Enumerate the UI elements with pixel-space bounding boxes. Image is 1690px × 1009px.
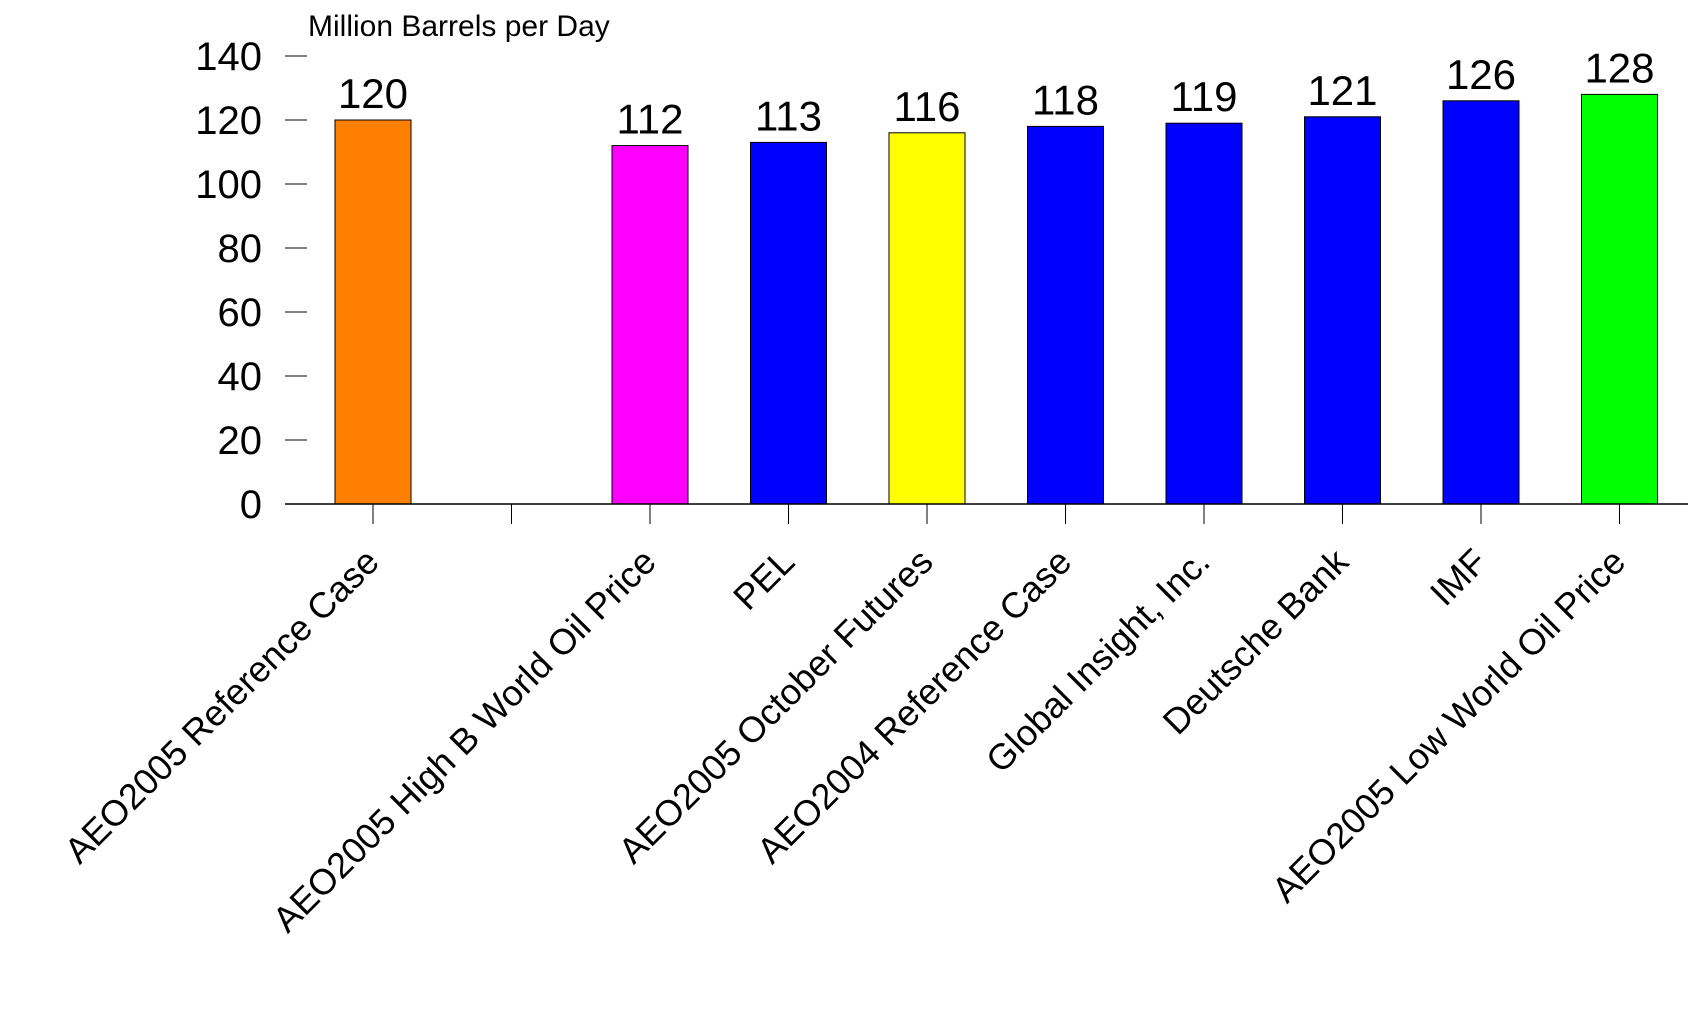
y-tick-label: 60 — [218, 291, 263, 335]
bar — [1027, 125, 1104, 505]
data-label: 121 — [1307, 67, 1377, 114]
bar — [1165, 122, 1243, 505]
bar — [1581, 93, 1658, 505]
data-label: 116 — [894, 83, 961, 130]
y-tick-label: 100 — [195, 163, 262, 207]
y-tick-label: 80 — [218, 227, 263, 271]
data-label: 119 — [1171, 73, 1238, 120]
bar — [750, 141, 827, 505]
bar — [334, 119, 412, 505]
data-label: 120 — [338, 70, 408, 117]
data-label: 113 — [755, 92, 822, 139]
category-label: AEO2005 Reference Case — [56, 541, 386, 871]
bar — [1442, 100, 1520, 505]
y-tick-label: 40 — [218, 355, 263, 399]
data-label: 118 — [1032, 76, 1099, 123]
data-label: 112 — [617, 96, 684, 143]
category-label: IMF — [1422, 541, 1495, 614]
y-tick-label: 140 — [195, 35, 262, 79]
data-label: 128 — [1584, 44, 1654, 91]
y-axis: 0 20 40 60 80 100 120 140 — [195, 35, 307, 527]
y-tick-label: 0 — [240, 483, 262, 527]
bar — [888, 132, 966, 505]
bar — [1304, 116, 1381, 505]
data-label: 126 — [1446, 51, 1516, 98]
y-tick-label: 120 — [195, 99, 262, 143]
bars — [334, 93, 1658, 505]
bar — [611, 145, 689, 505]
x-axis — [285, 503, 1688, 524]
y-axis-unit-label: Million Barrels per Day — [308, 10, 610, 43]
y-tick-label: 20 — [218, 419, 263, 463]
value-labels: 120 112 113 116 118 119 121 126 128 — [338, 44, 1655, 142]
category-label: PEL — [725, 541, 802, 618]
